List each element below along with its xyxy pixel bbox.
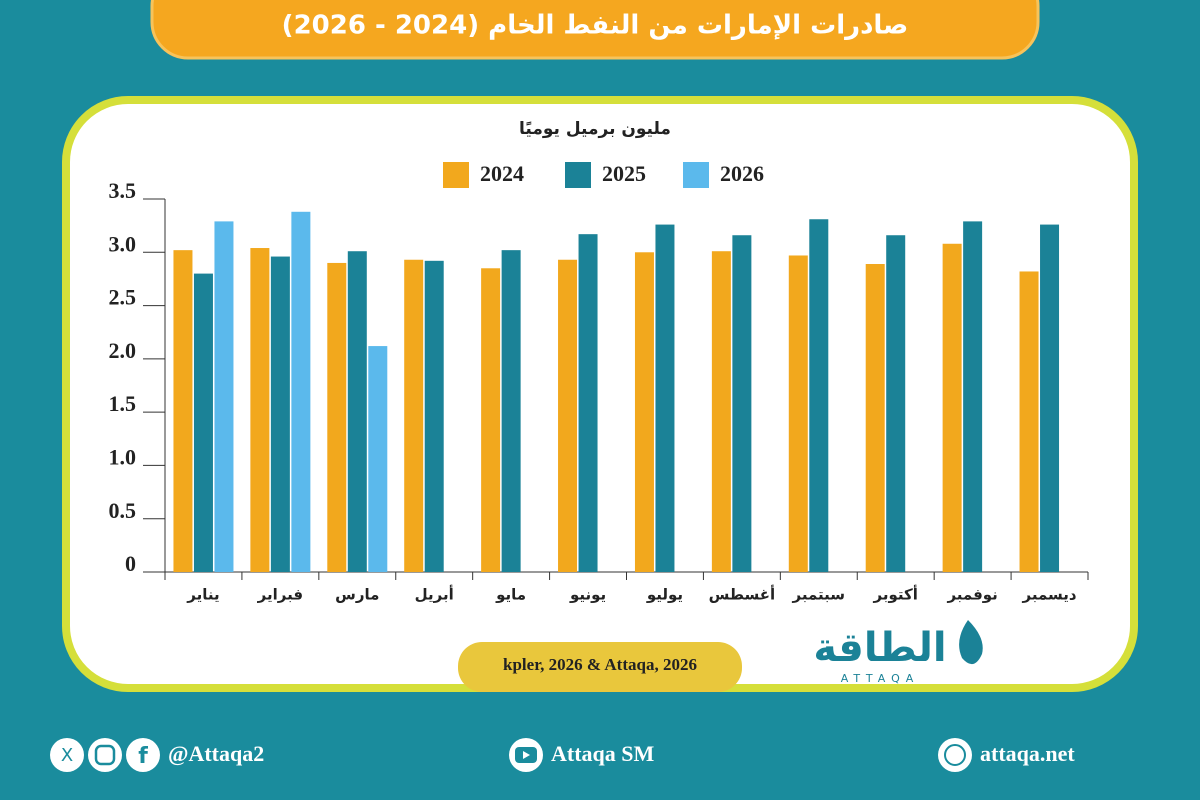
social-handle[interactable]: @Attaqa2 (168, 741, 264, 766)
x-tick-label: ديسمبر (1021, 586, 1076, 604)
x-tick-label: يناير (186, 586, 219, 604)
x-tick-label: أغسطس (709, 585, 775, 604)
x-tick-label: مارس (335, 586, 379, 604)
bar (368, 346, 388, 572)
bar (558, 259, 578, 572)
source-pill (458, 642, 742, 692)
x-tick-label: مايو (495, 586, 526, 604)
bar (214, 221, 234, 572)
bar (270, 256, 290, 572)
bar (634, 252, 654, 573)
bar (193, 273, 213, 572)
footer: X f @Attaqa2 Attaqa SM attaqa.net (50, 738, 1075, 772)
x-tick-label: سبتمبر (792, 586, 846, 604)
bar (655, 224, 675, 572)
x-tick-label: أبريل (415, 585, 454, 604)
y-tick-label: 2.5 (109, 285, 137, 310)
facebook-icon[interactable] (126, 738, 160, 772)
legend-swatch (683, 162, 709, 188)
x-tick-label: يوليو (646, 586, 683, 604)
y-axis-label: مليون برميل يوميًا (519, 119, 671, 139)
y-tick-label: 3.5 (109, 178, 137, 203)
bar (788, 255, 808, 573)
bar (865, 264, 885, 572)
legend-swatch (565, 162, 591, 188)
bar (1040, 224, 1060, 572)
website[interactable]: attaqa.net (980, 741, 1075, 766)
x-icon[interactable] (50, 738, 84, 772)
bar (942, 243, 962, 572)
legend-label: 2026 (720, 161, 764, 186)
x-tick-label: يونيو (569, 586, 606, 604)
logo-latin: ATTAQA (841, 672, 920, 685)
bar (291, 211, 311, 572)
legend-swatch (443, 162, 469, 188)
bar (347, 251, 367, 572)
facebook-glyph: f (138, 744, 148, 769)
web-icon[interactable] (938, 738, 972, 772)
logo-text: الطاقة (813, 625, 946, 671)
youtube-play (523, 751, 530, 759)
bar (963, 221, 983, 572)
logo-drop (959, 620, 983, 665)
bar (711, 251, 731, 572)
bar (1019, 271, 1039, 572)
bar (250, 248, 270, 572)
legend-label: 2025 (602, 161, 646, 186)
x-tick-label: نوفمبر (946, 586, 997, 604)
bar (501, 250, 521, 572)
y-tick-label: 3.0 (109, 231, 137, 256)
bar (886, 235, 906, 572)
x-tick-label: فبراير (257, 586, 303, 604)
bar (327, 262, 347, 572)
chart-title: صادرات الإمارات من النفط الخام (2024 - 2… (282, 11, 909, 41)
logo: الطاقة ATTAQA (813, 620, 983, 685)
plot: 0 0.5 1.0 1.5 2.0 2.5 3.0 3.5 2024 2025 2026 يناير ف… (109, 161, 1089, 604)
title-banner (150, 0, 1040, 60)
web-glyph (944, 744, 966, 766)
y-tick-label: 1.0 (109, 444, 137, 469)
x-tick-label: أكتوبر (873, 585, 918, 604)
y-tick-label: 0 (125, 551, 136, 576)
y-tick-label: 0.5 (109, 498, 137, 523)
bar (481, 268, 501, 572)
bar (404, 259, 424, 572)
y-tick-label: 2.0 (109, 338, 137, 363)
x-glyph: X (61, 745, 73, 766)
instagram-icon[interactable] (88, 738, 122, 772)
source: kpler, 2026 & Attaqa, 2026 (503, 655, 697, 674)
bar (732, 235, 752, 572)
bar (424, 260, 444, 572)
instagram-glyph (94, 744, 116, 766)
legend-label: 2024 (480, 161, 524, 186)
bar (578, 234, 598, 572)
youtube-handle[interactable]: Attaqa SM (551, 741, 655, 766)
bar (173, 250, 193, 572)
bar (809, 219, 829, 572)
y-tick-label: 1.5 (109, 391, 137, 416)
